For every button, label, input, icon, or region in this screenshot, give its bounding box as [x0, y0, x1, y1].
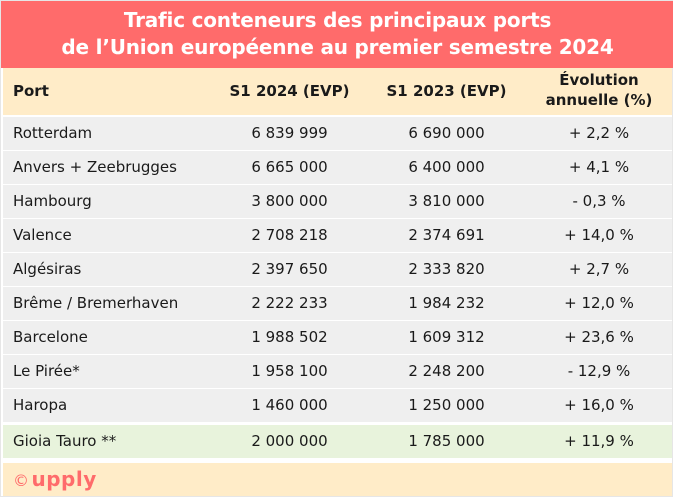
table-row: Brême / Bremerhaven 2 222 233 1 984 232 … [3, 287, 672, 320]
cell-evolution: + 14,0 % [564, 226, 634, 244]
cell-port: Brême / Bremerhaven [13, 294, 179, 312]
table-row-highlighted: Gioia Tauro ** 2 000 000 1 785 000 + 11,… [3, 425, 672, 458]
cell-evolution: - 12,9 % [567, 362, 631, 380]
cell-s1-2024: 3 800 000 [251, 192, 328, 210]
cell-s1-2023: 6 400 000 [408, 158, 485, 176]
cell-s1-2023: 3 810 000 [408, 192, 485, 210]
cell-s1-2024: 1 988 502 [251, 328, 328, 346]
brand-name: upply [31, 467, 97, 491]
cell-port: Barcelone [13, 328, 88, 346]
table-row: Le Pirée* 1 958 100 2 248 200 - 12,9 % [3, 355, 672, 388]
cell-evolution: + 11,9 % [564, 432, 634, 450]
cell-evolution: + 16,0 % [564, 396, 634, 414]
cell-port: Haropa [13, 396, 68, 414]
cell-s1-2023: 1 984 232 [408, 294, 485, 312]
header-s1-2024: S1 2024 (EVP) [229, 82, 350, 100]
cell-s1-2023: 1 785 000 [408, 432, 485, 450]
table-row: Anvers + Zeebrugges 6 665 000 6 400 000 … [3, 151, 672, 184]
cell-evolution: - 0,3 % [572, 192, 626, 210]
title-line-1: Trafic conteneurs des principaux ports [123, 8, 552, 32]
table-row: Haropa 1 460 000 1 250 000 + 16,0 % [3, 389, 672, 422]
cell-s1-2023: 1 250 000 [408, 396, 485, 414]
cell-port: Gioia Tauro ** [13, 432, 117, 450]
table-row: Barcelone 1 988 502 1 609 312 + 23,6 % [3, 321, 672, 354]
cell-port: Valence [13, 226, 72, 244]
cell-s1-2024: 6 665 000 [251, 158, 328, 176]
cell-port: Algésiras [13, 260, 82, 278]
cell-evolution: + 12,0 % [564, 294, 634, 312]
table-row: Rotterdam 6 839 999 6 690 000 + 2,2 % [3, 117, 672, 150]
cell-s1-2024: 2 222 233 [251, 294, 328, 312]
table-row: Hambourg 3 800 000 3 810 000 - 0,3 % [3, 185, 672, 218]
cell-s1-2024: 1 460 000 [251, 396, 328, 414]
cell-evolution: + 2,2 % [568, 124, 630, 142]
upply-logo: © upply [13, 463, 97, 496]
cell-s1-2024: 2 000 000 [251, 432, 328, 450]
cell-port: Hambourg [13, 192, 92, 210]
cell-evolution: + 2,7 % [568, 260, 630, 278]
cell-evolution: + 23,6 % [564, 328, 634, 346]
cell-s1-2024: 2 708 218 [251, 226, 328, 244]
cell-s1-2023: 6 690 000 [408, 124, 485, 142]
cell-s1-2024: 6 839 999 [251, 124, 328, 142]
cell-s1-2023: 2 248 200 [408, 362, 485, 380]
cell-s1-2023: 2 333 820 [408, 260, 485, 278]
header-evolution-line-2: annuelle (%) [545, 91, 653, 109]
copyright-symbol: © [13, 471, 30, 490]
cell-s1-2023: 2 374 691 [408, 226, 485, 244]
header-port: Port [13, 82, 49, 100]
table-row: Valence 2 708 218 2 374 691 + 14,0 % [3, 219, 672, 252]
cell-port: Le Pirée* [13, 362, 80, 380]
table-footer: © upply [3, 463, 672, 496]
cell-s1-2024: 1 958 100 [251, 362, 328, 380]
header-evolution-line-1: Évolution [559, 71, 639, 89]
cell-evolution: + 4,1 % [568, 158, 630, 176]
header-evolution: Évolution annuelle (%) [526, 70, 672, 110]
figure-title: Trafic conteneurs des principaux ports d… [1, 1, 673, 68]
header-s1-2023: S1 2023 (EVP) [386, 82, 507, 100]
table-row: Algésiras 2 397 650 2 333 820 + 2,7 % [3, 253, 672, 286]
cell-port: Rotterdam [13, 124, 93, 142]
cell-s1-2023: 1 609 312 [408, 328, 485, 346]
table-header: Port S1 2024 (EVP) S1 2023 (EVP) Évoluti… [3, 68, 672, 115]
title-line-2: de l’Union européenne au premier semestr… [61, 35, 614, 59]
cell-port: Anvers + Zeebrugges [13, 158, 177, 176]
cell-s1-2024: 2 397 650 [251, 260, 328, 278]
